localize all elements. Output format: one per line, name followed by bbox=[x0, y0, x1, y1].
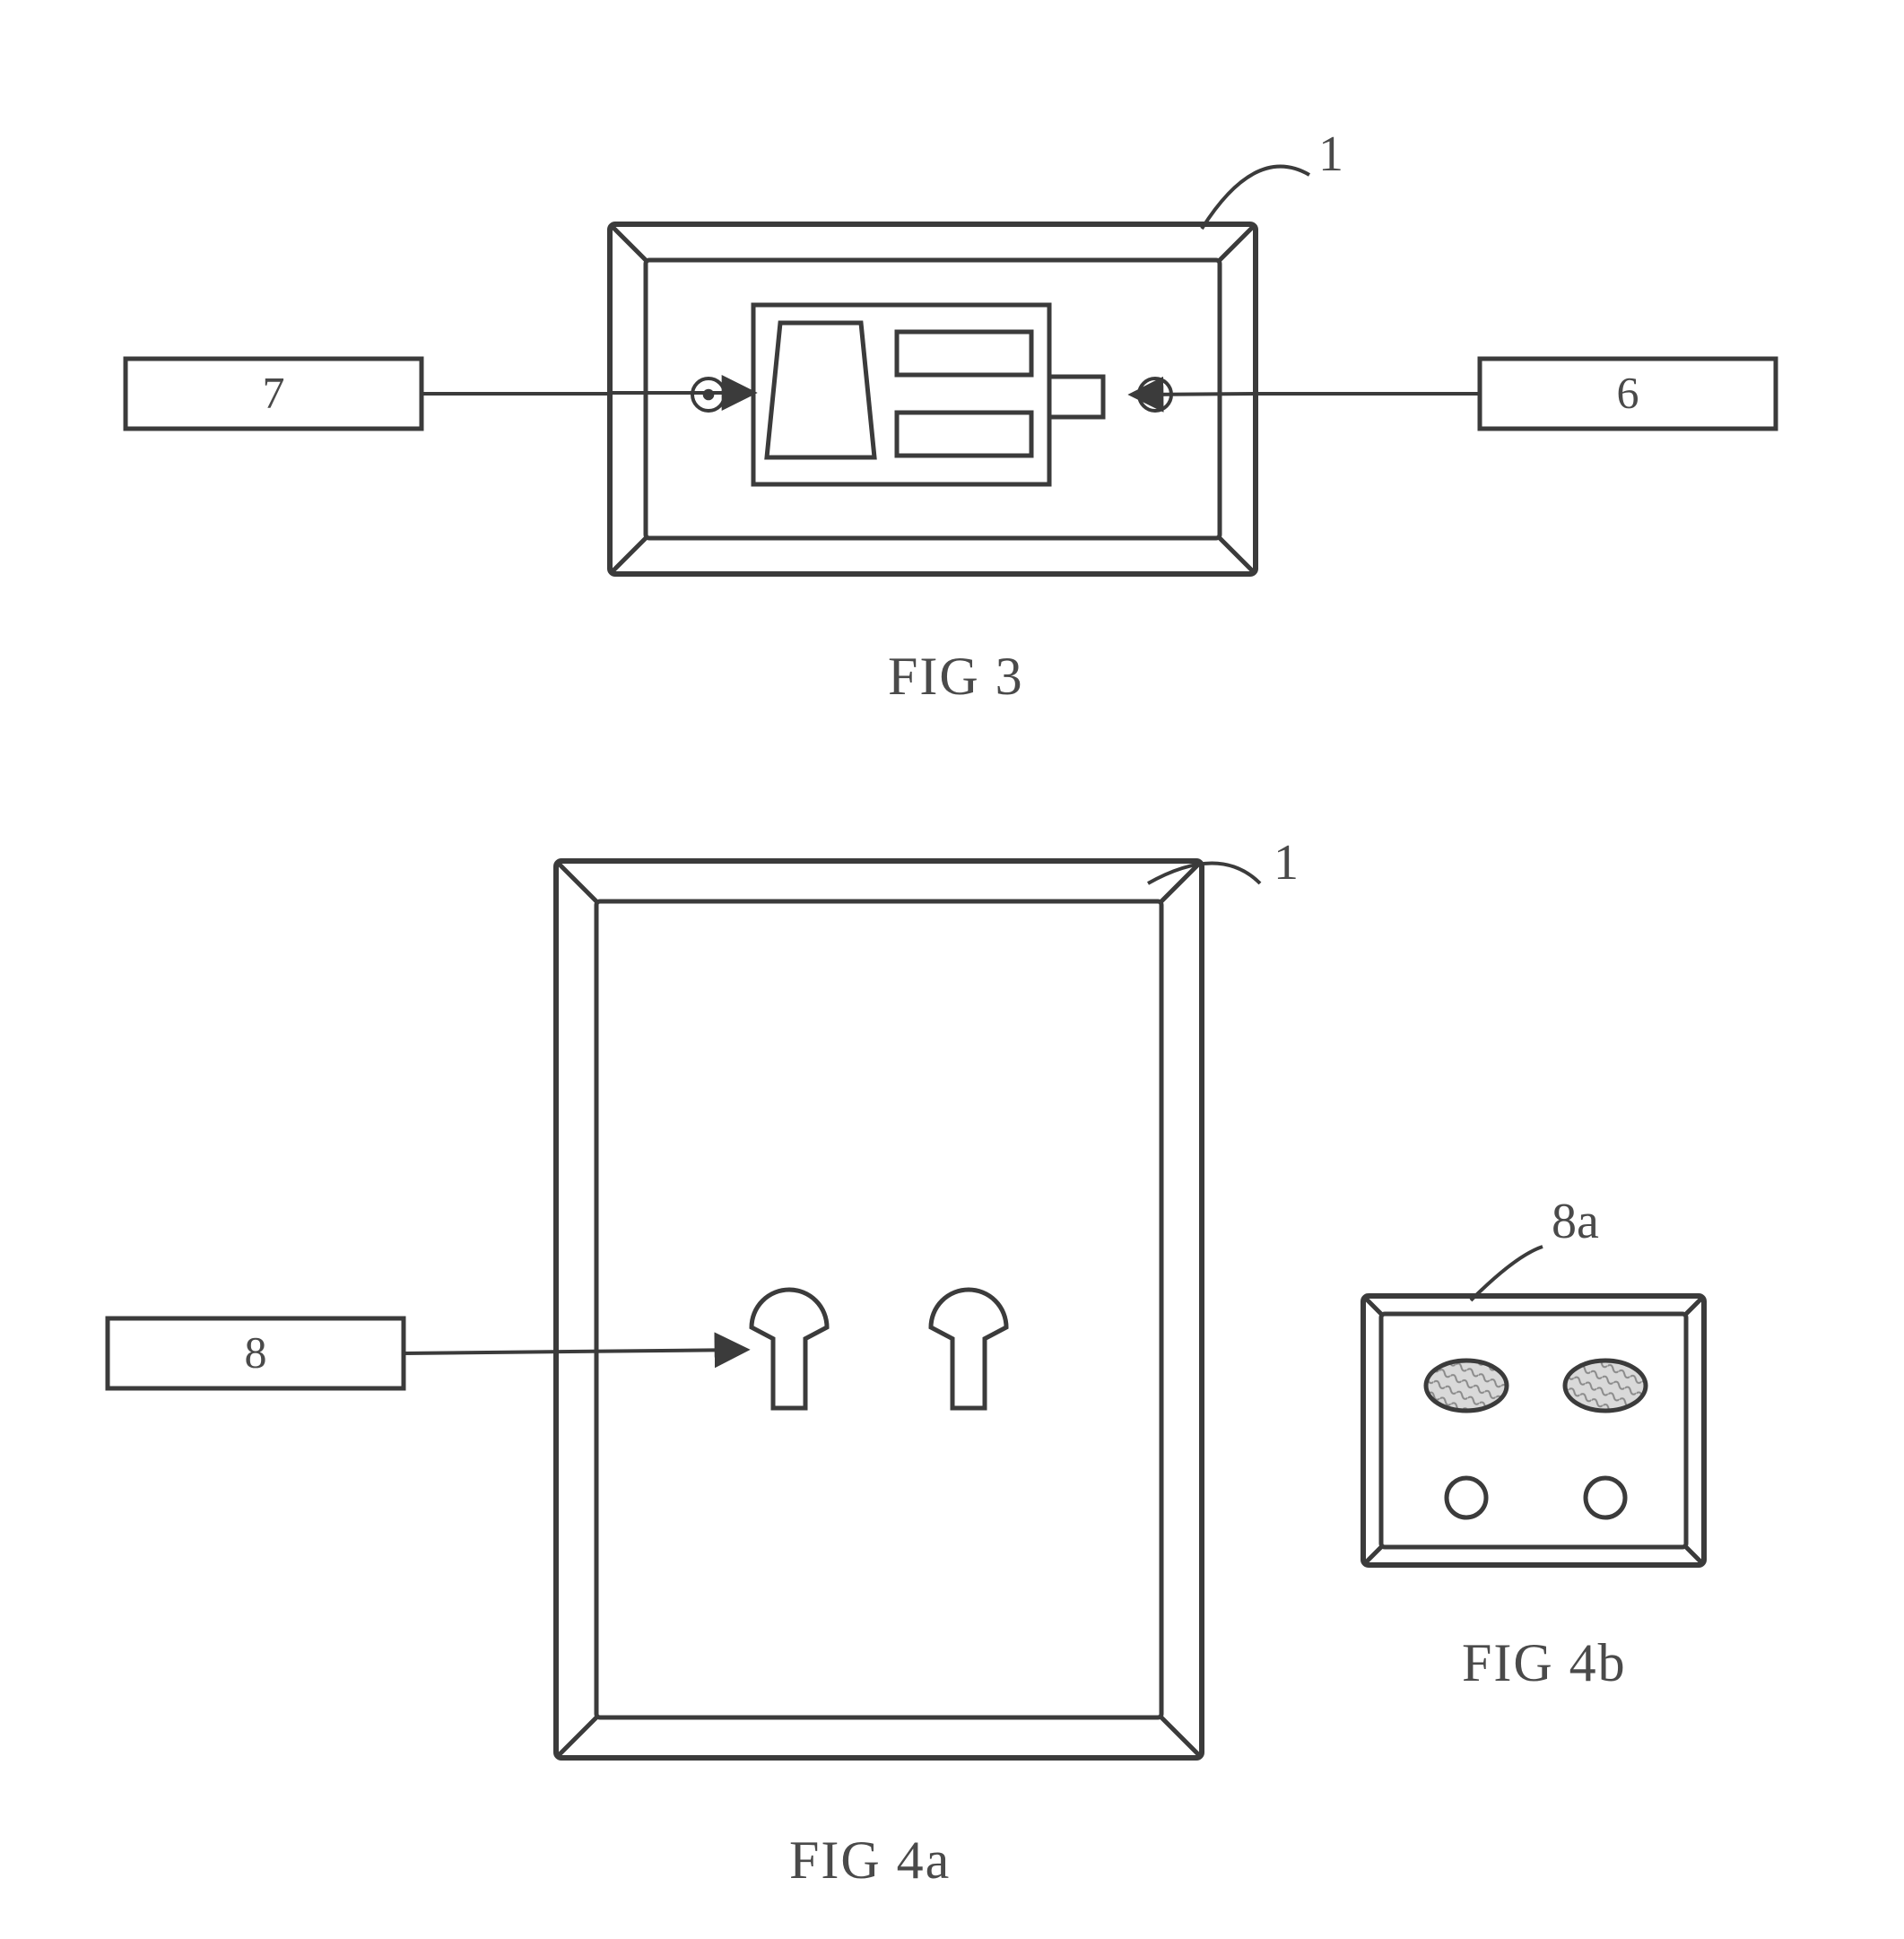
panel-bevel bbox=[610, 224, 646, 260]
label-7-text: 7 bbox=[263, 367, 285, 417]
ref-1-fig4a: 1 bbox=[1274, 834, 1299, 891]
panel-outer bbox=[556, 861, 1202, 1758]
fig3-group: 76 bbox=[126, 167, 1776, 574]
caption-fig4b: FIG 4b bbox=[1462, 1632, 1627, 1694]
slot-0 bbox=[897, 332, 1031, 375]
panel-bevel bbox=[556, 861, 596, 901]
arrow-8 bbox=[404, 1350, 744, 1353]
caption-fig4a: FIG 4a bbox=[789, 1830, 951, 1891]
slot-1 bbox=[897, 413, 1031, 456]
panel-bevel bbox=[1220, 538, 1256, 574]
panel-bevel bbox=[1161, 1717, 1202, 1758]
pad-oval bbox=[1565, 1361, 1646, 1411]
pad-circle bbox=[1586, 1478, 1625, 1517]
panel-bevel bbox=[556, 1717, 596, 1758]
keyhole-icon bbox=[752, 1290, 827, 1408]
label-8-text: 8 bbox=[245, 1326, 267, 1377]
fig4b-group bbox=[1363, 1247, 1704, 1565]
caption-fig3: FIG 3 bbox=[888, 646, 1024, 708]
leader-line bbox=[1471, 1247, 1543, 1300]
fig4a-group: 8 bbox=[108, 861, 1260, 1758]
ref-8a: 8a bbox=[1552, 1193, 1599, 1250]
ref-1-fig3: 1 bbox=[1318, 126, 1343, 183]
leader-line bbox=[1202, 167, 1309, 229]
panel-bevel bbox=[610, 538, 646, 574]
panel-outer bbox=[1363, 1296, 1704, 1565]
panel-inner bbox=[596, 901, 1161, 1717]
panel-inner bbox=[1381, 1314, 1686, 1547]
receptacle-icon bbox=[767, 323, 874, 457]
port-right bbox=[1049, 377, 1103, 417]
label-6-text: 6 bbox=[1617, 367, 1639, 417]
pad-circle bbox=[1447, 1478, 1486, 1517]
panel-bevel bbox=[1220, 224, 1256, 260]
keyhole-icon bbox=[931, 1290, 1006, 1408]
arrow-6 bbox=[1134, 394, 1256, 395]
pad-oval bbox=[1426, 1361, 1507, 1411]
